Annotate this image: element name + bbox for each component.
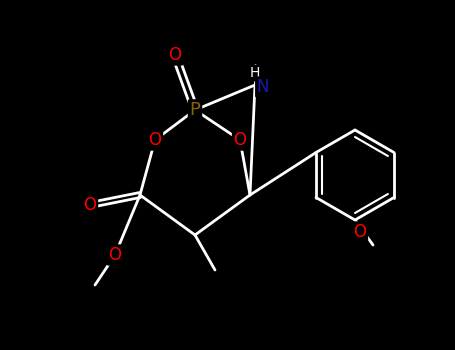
Text: O: O (108, 246, 121, 264)
Text: O: O (354, 223, 366, 241)
Text: O: O (168, 46, 182, 64)
Text: O: O (148, 131, 162, 149)
Text: O: O (84, 196, 96, 214)
Text: H: H (250, 66, 260, 80)
Text: O: O (233, 131, 247, 149)
Text: N: N (257, 78, 269, 96)
Text: P: P (190, 101, 201, 119)
